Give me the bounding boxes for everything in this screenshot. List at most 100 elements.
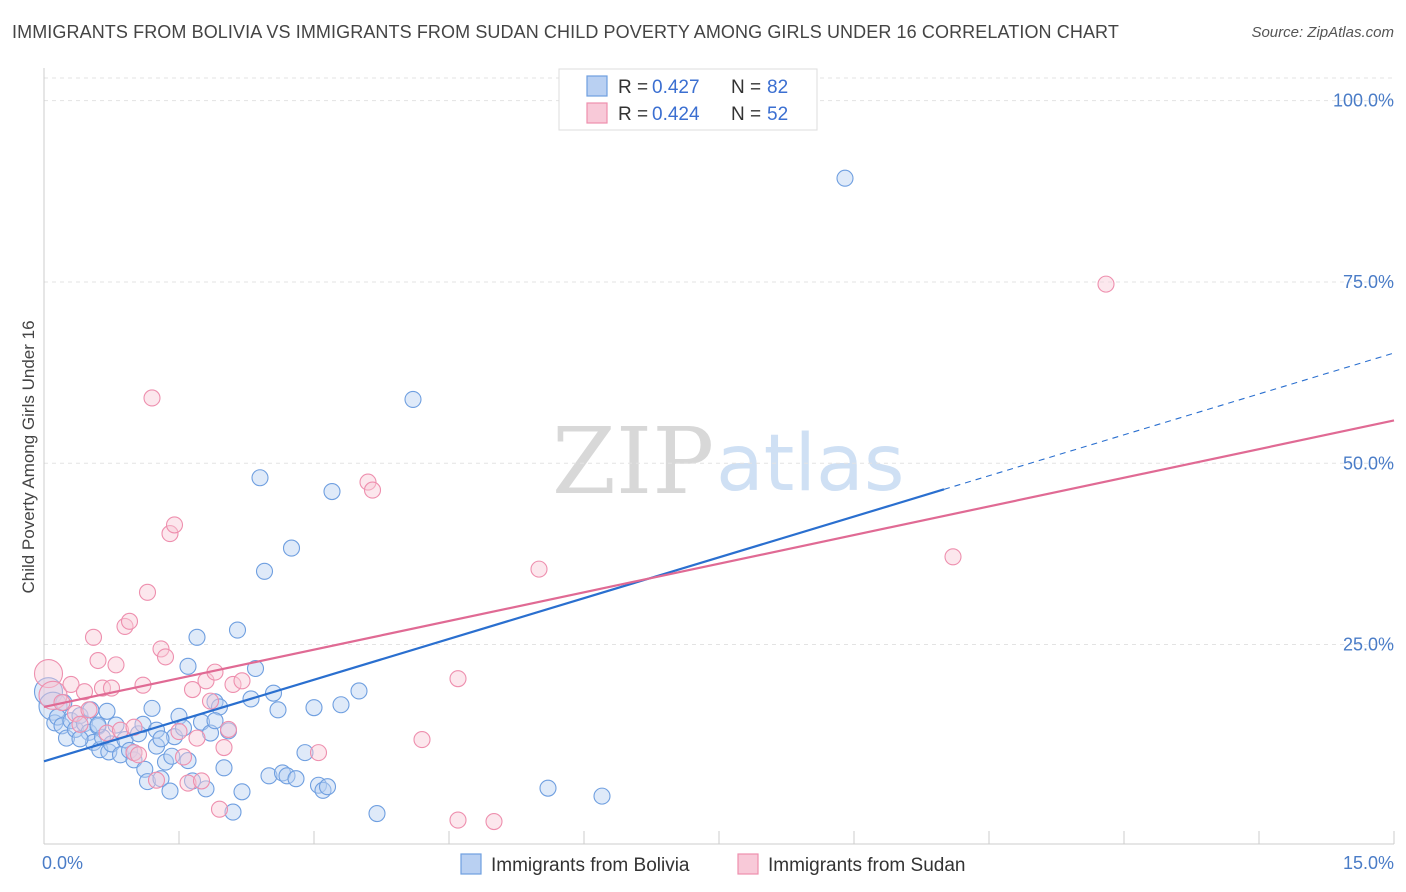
legend-r-value-bolivia: 0.427: [652, 77, 700, 98]
legend-n-label-bolivia: N =: [731, 77, 761, 98]
point-1-7: [80, 701, 98, 719]
point-1-49: [944, 548, 962, 566]
point-1-6: [75, 683, 94, 701]
point-1-21: [143, 389, 161, 407]
series-legend-label-sudan: Immigrants from Sudan: [768, 855, 965, 876]
legend-swatch-bolivia: [586, 75, 608, 97]
point-1-1: [38, 680, 68, 710]
point-1-46: [449, 811, 467, 829]
point-0-6: [57, 729, 76, 747]
chart-title: IMMIGRANTS FROM BOLIVIA VS IMMIGRANTS FR…: [12, 22, 1119, 42]
point-1-41: [309, 744, 328, 762]
point-1-11: [98, 724, 116, 742]
point-0-63: [305, 699, 323, 717]
point-1-8: [84, 628, 103, 646]
point-0-17: [98, 702, 116, 720]
point-0-64: [309, 776, 328, 794]
point-0-75: [71, 730, 89, 748]
point-0-61: [287, 770, 305, 788]
point-1-23: [152, 640, 170, 658]
point-0-32: [156, 753, 175, 771]
point-0-54: [255, 562, 274, 580]
point-0-57: [269, 701, 287, 719]
point-1-34: [201, 692, 220, 710]
point-0-52: [246, 659, 265, 678]
point-1-44: [413, 731, 431, 749]
point-1-24: [156, 648, 175, 666]
point-0-81: [206, 712, 224, 730]
point-0-74: [836, 169, 854, 187]
watermark-zip: ZIP: [552, 408, 714, 515]
data-points: [33, 169, 1115, 831]
point-1-42: [359, 473, 377, 491]
legend-n-value-sudan: 52: [767, 104, 788, 125]
trend-lines: [43, 352, 1395, 763]
point-1-13: [107, 656, 125, 674]
point-0-73: [593, 787, 611, 805]
point-0-29: [143, 699, 161, 717]
point-0-69: [350, 682, 368, 700]
watermark: ZIP atlas: [552, 408, 905, 515]
point-1-40: [233, 672, 251, 690]
y-tick-label-3: 100.0%: [1333, 91, 1394, 111]
point-1-39: [224, 675, 242, 693]
point-0-49: [228, 621, 247, 639]
series-legend: Immigrants from Bolivia Immigrants from …: [460, 853, 965, 876]
point-1-43: [363, 481, 382, 499]
y-tick-label-2: 75.0%: [1343, 272, 1394, 292]
point-0-79: [152, 730, 170, 748]
point-1-47: [485, 812, 503, 831]
point-0-35: [165, 728, 184, 746]
legend-swatch-sudan: [586, 102, 608, 124]
point-1-26: [165, 516, 184, 534]
trend-line-0: [43, 488, 945, 763]
y-tick-label-1: 50.0%: [1343, 453, 1394, 473]
trend-extension-0: [943, 352, 1395, 490]
point-0-9: [71, 707, 89, 725]
point-1-37: [215, 738, 233, 757]
point-1-10: [93, 679, 112, 697]
legend-r-value-sudan: 0.424: [652, 104, 700, 125]
point-0-50: [233, 783, 251, 801]
point-1-22: [147, 771, 166, 789]
y-tick-label-0: 25.0%: [1343, 635, 1394, 655]
point-0-33: [161, 782, 179, 800]
point-0-1: [38, 691, 68, 721]
point-1-27: [170, 723, 188, 741]
series-points-1: [33, 275, 1115, 831]
point-0-28: [138, 773, 157, 791]
legend-n-value-bolivia: 82: [767, 77, 788, 98]
series-legend-swatch-sudan: [737, 853, 759, 875]
point-1-0: [33, 659, 64, 689]
series-points-0: [33, 169, 854, 823]
point-1-15: [116, 617, 134, 635]
series-legend-swatch-bolivia: [460, 853, 482, 875]
chart-source: Source: ZipAtlas.com: [1251, 24, 1394, 41]
point-1-28: [174, 748, 193, 766]
point-0-70: [368, 804, 386, 823]
point-1-30: [183, 680, 202, 699]
point-0-66: [318, 778, 337, 796]
legend-r-label-bolivia: R =: [618, 77, 648, 98]
grid: [44, 77, 1394, 646]
trend-line-1: [43, 419, 1395, 709]
point-0-39: [183, 772, 202, 790]
point-1-5: [71, 715, 89, 733]
point-0-68: [332, 696, 350, 714]
legend: R = 0.427 N = 82 R = 0.424 N = 52: [558, 68, 818, 131]
point-1-32: [192, 772, 211, 790]
point-1-31: [188, 729, 206, 747]
point-1-29: [179, 774, 197, 792]
x-ticks: 0.0% 15.0%: [42, 853, 1394, 873]
x-tick-label-min: 0.0%: [42, 853, 83, 873]
point-0-56: [264, 684, 283, 702]
legend-n-label-sudan: N =: [731, 104, 761, 125]
point-0-48: [224, 803, 242, 821]
axes: [43, 68, 1395, 845]
point-1-48: [530, 560, 548, 578]
point-1-9: [89, 651, 107, 670]
point-0-67: [323, 482, 341, 501]
point-1-3: [62, 675, 80, 693]
point-1-38: [219, 720, 238, 738]
